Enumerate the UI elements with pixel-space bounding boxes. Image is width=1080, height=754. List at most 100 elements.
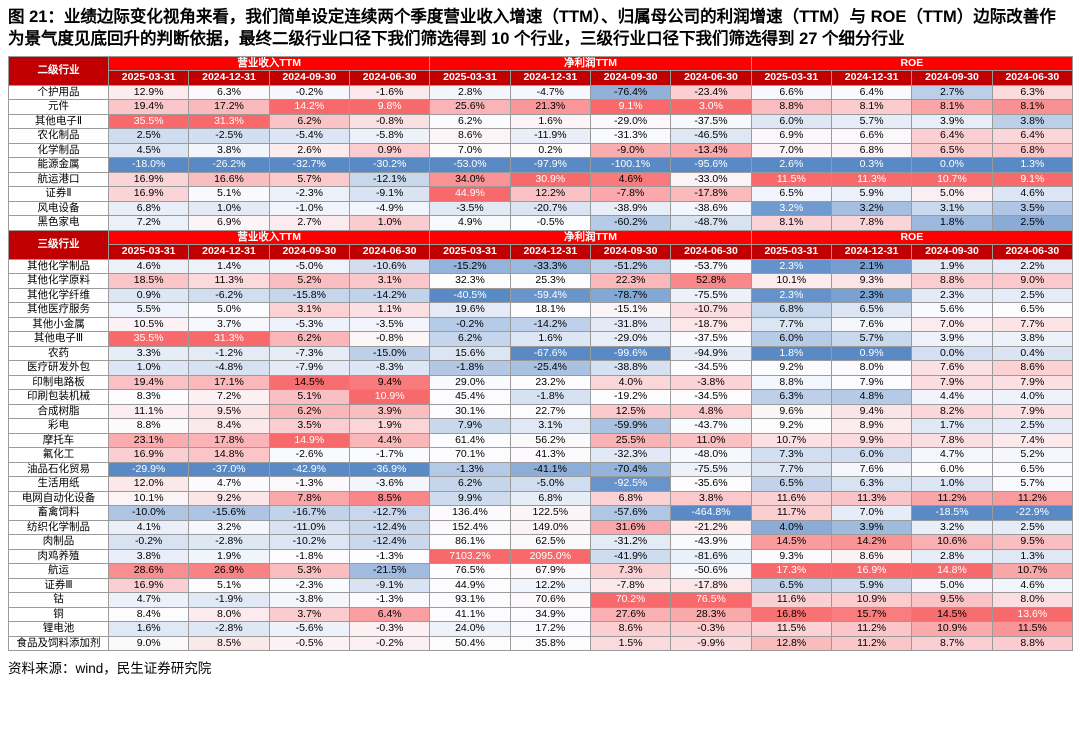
value-cell: -29.0% <box>589 331 672 347</box>
value-cell: 10.5% <box>107 316 190 333</box>
value-cell: -37.5% <box>670 331 752 347</box>
value-cell: -0.5% <box>268 635 350 652</box>
value-cell: 14.9% <box>268 432 350 449</box>
metric-group-header: 净利润TTM <box>429 229 752 246</box>
table-row: 彩电 8.8% 8.4% 3.5% 1.9% 7.9% 3.1% -59.9% -43.7% 9.… <box>8 418 1073 434</box>
value-cell: -3.8% <box>268 592 350 608</box>
table-row: 化学制品 4.5% 3.8% 2.6% 0.9% 7.0% 0.2% -9.0% -13.4% 7… <box>8 142 1073 159</box>
value-cell: -1.3% <box>348 548 431 565</box>
value-cell: 1.0% <box>348 215 431 231</box>
value-cell: 5.0% <box>911 186 993 202</box>
table-row: 其他化学纤维 0.9% -6.2% -15.8% -14.2% -40.5% -59.4% -… <box>8 287 1073 304</box>
value-cell: -0.3% <box>348 621 431 637</box>
value-cell: -75.5% <box>670 287 752 304</box>
value-cell: -10.6% <box>348 258 431 275</box>
value-cell: -92.5% <box>589 476 672 492</box>
value-cell: 4.6% <box>991 186 1073 202</box>
table-row: 电网自动化设备 10.1% 9.2% 7.8% 8.5% 9.9% 6.8% 6.8% 3.8%… <box>8 490 1073 507</box>
value-cell: 2.8% <box>911 548 993 565</box>
value-cell: 0.9% <box>348 142 431 159</box>
value-cell: 6.8% <box>589 490 672 507</box>
value-cell: -31.2% <box>589 534 672 550</box>
value-cell: 31.3% <box>188 113 270 130</box>
value-cell: -38.8% <box>589 360 672 376</box>
value-cell: 11.1% <box>107 403 190 420</box>
value-cell: -51.2% <box>589 258 672 275</box>
value-cell: 3.9% <box>830 519 913 536</box>
value-cell: 2.7% <box>268 215 350 231</box>
value-cell: 7.9% <box>429 418 511 434</box>
value-cell: 31.3% <box>188 331 270 347</box>
date-column-header: 2025-03-31 <box>107 244 190 260</box>
table-row: 证券Ⅲ 16.9% 5.1% -2.3% -9.1% 44.9% 12.2% -7.8% -17… <box>8 577 1073 594</box>
value-cell: 28.3% <box>670 606 752 623</box>
industry-name-cell: 摩托车 <box>8 432 109 449</box>
industry-name-cell: 其他化学纤维 <box>8 287 109 304</box>
table-row: 其他化学制品 4.6% 1.4% -5.0% -10.6% -15.2% -33.3% -51… <box>8 258 1073 275</box>
value-cell: 16.9% <box>107 171 190 188</box>
value-cell: -18.7% <box>670 316 752 333</box>
value-cell: 7.7% <box>991 316 1073 333</box>
value-cell: -1.9% <box>188 592 270 608</box>
value-cell: -3.5% <box>348 316 431 333</box>
industry-name-cell: 锂电池 <box>8 621 109 637</box>
value-cell: -1.2% <box>188 345 270 362</box>
value-cell: -42.9% <box>268 461 350 478</box>
value-cell: 6.5% <box>750 577 832 594</box>
date-column-header: 2025-03-31 <box>750 244 832 260</box>
value-cell: 67.9% <box>509 563 591 579</box>
date-column-header: 2024-12-31 <box>830 244 913 260</box>
value-cell: -10.7% <box>670 302 752 318</box>
table-row: 其他电子Ⅲ 35.5% 31.3% 6.2% -0.8% 6.2% 1.6% -29.0% -3… <box>8 331 1073 347</box>
value-cell: 6.8% <box>991 142 1073 159</box>
date-column-header: 2024-09-30 <box>268 244 350 260</box>
value-cell: 11.0% <box>670 432 752 449</box>
date-column-header: 2025-03-31 <box>107 70 190 86</box>
value-cell: -18.5% <box>911 505 993 521</box>
value-cell: -12.7% <box>348 505 431 521</box>
value-cell: -48.0% <box>670 447 752 463</box>
value-cell: 149.0% <box>509 519 591 536</box>
value-cell: 11.2% <box>830 621 913 637</box>
value-cell: 6.8% <box>830 142 913 159</box>
value-cell: 0.9% <box>830 345 913 362</box>
value-cell: 10.7% <box>991 563 1073 579</box>
value-cell: 136.4% <box>429 505 511 521</box>
table-row: 农药 3.3% -1.2% -7.3% -15.0% 15.6% -67.6% -99.6% -… <box>8 345 1073 362</box>
value-cell: 11.5% <box>991 621 1073 637</box>
value-cell: 9.2% <box>750 418 832 434</box>
value-cell: -40.5% <box>429 287 511 304</box>
value-cell: 12.8% <box>750 635 832 652</box>
industry-name-cell: 肉鸡养殖 <box>8 548 109 565</box>
value-cell: 44.9% <box>429 577 511 594</box>
date-column-header: 2024-12-31 <box>188 244 270 260</box>
value-cell: -3.5% <box>429 200 511 217</box>
value-cell: 7.2% <box>107 215 190 231</box>
value-cell: -2.8% <box>188 534 270 550</box>
value-cell: 15.7% <box>830 606 913 623</box>
value-cell: 25.5% <box>589 432 672 449</box>
value-cell: 2.5% <box>991 519 1073 536</box>
value-cell: 8.6% <box>589 621 672 637</box>
value-cell: 8.2% <box>911 403 993 420</box>
industry-name-cell: 彩电 <box>8 418 109 434</box>
value-cell: 7.0% <box>750 142 832 159</box>
value-cell: 34.9% <box>509 606 591 623</box>
value-cell: -20.7% <box>509 200 591 217</box>
value-cell: 7.7% <box>750 316 832 333</box>
value-cell: 6.5% <box>830 302 913 318</box>
value-cell: 3.5% <box>991 200 1073 217</box>
value-cell: -25.4% <box>509 360 591 376</box>
value-cell: 6.3% <box>750 389 832 405</box>
value-cell: 41.3% <box>509 447 591 463</box>
value-cell: 61.4% <box>429 432 511 449</box>
value-cell: 5.2% <box>991 447 1073 463</box>
value-cell: 2.2% <box>991 258 1073 275</box>
value-cell: -29.0% <box>589 113 672 130</box>
value-cell: 7.0% <box>429 142 511 159</box>
value-cell: 0.0% <box>911 157 993 173</box>
value-cell: 3.2% <box>750 200 832 217</box>
value-cell: 1.1% <box>348 302 431 318</box>
value-cell: -53.0% <box>429 157 511 173</box>
value-cell: 1.4% <box>188 258 270 275</box>
